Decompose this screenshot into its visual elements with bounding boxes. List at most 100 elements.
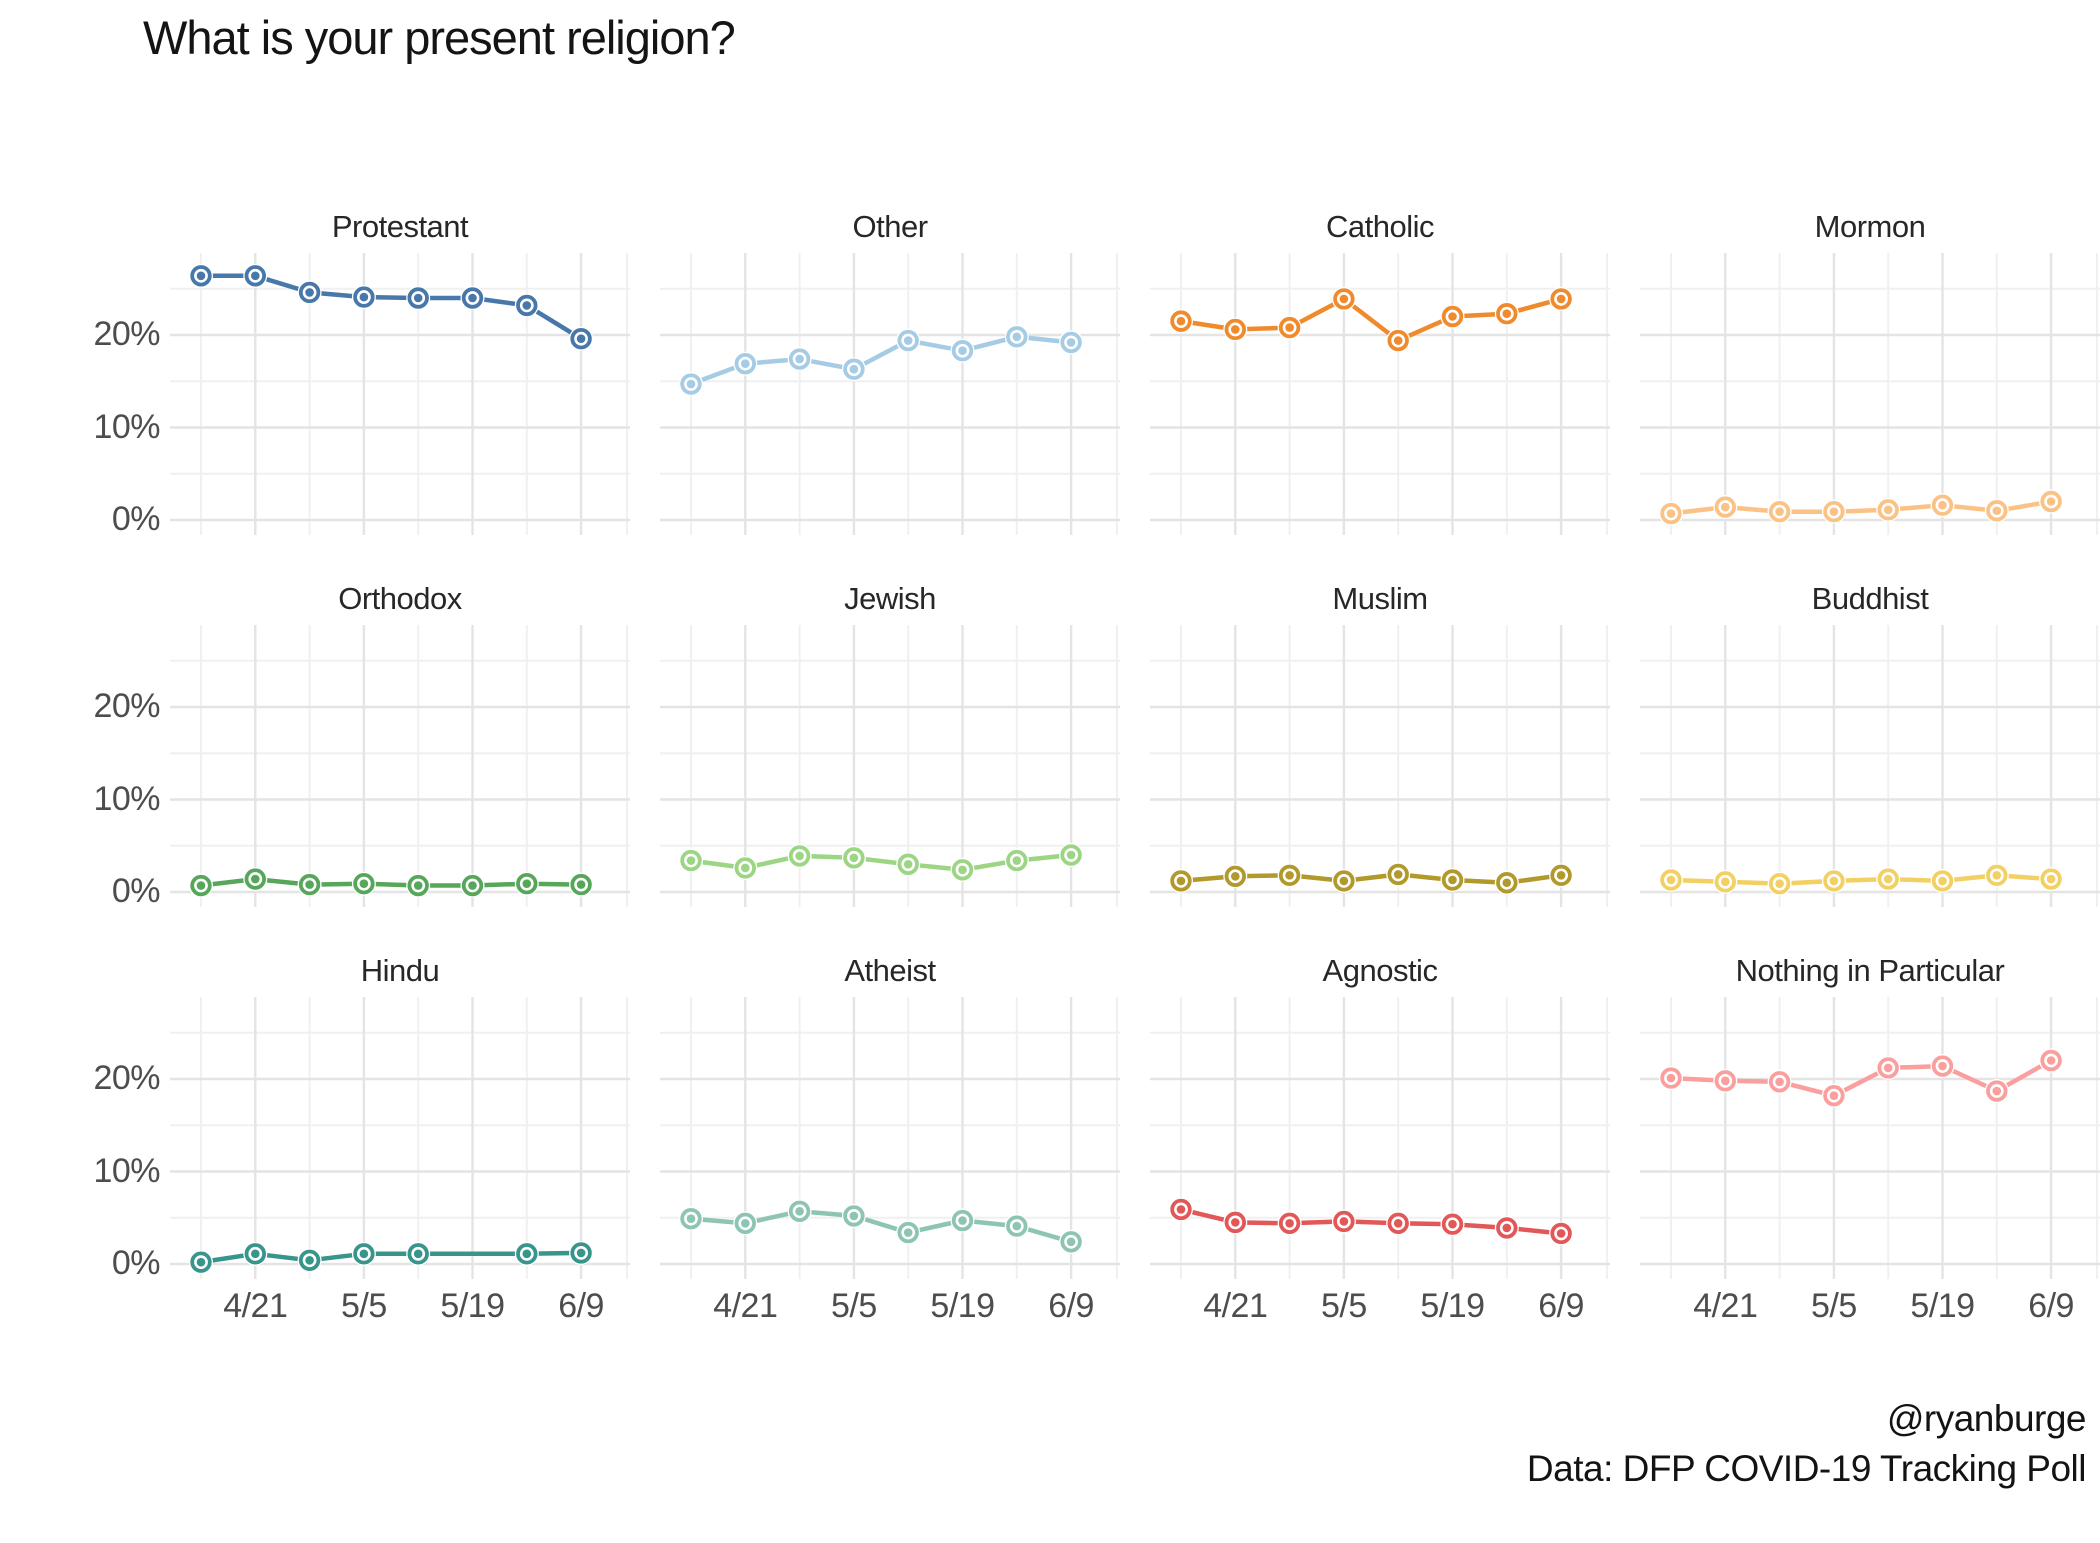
facet-plot-jewish xyxy=(660,625,1120,907)
data-point-marker xyxy=(1821,499,1846,524)
data-point-marker xyxy=(1277,1211,1302,1236)
data-point-marker xyxy=(569,1240,594,1265)
data-point-marker xyxy=(841,357,866,382)
data-point-marker xyxy=(1821,868,1846,893)
facet-title-jewish: Jewish xyxy=(844,581,936,616)
facet-panel-mormon: Mormon xyxy=(1640,209,2100,535)
data-point-marker xyxy=(787,843,812,868)
facet-panel-hindu: Hindu xyxy=(170,953,630,1279)
facet-panel-atheist: Atheist xyxy=(660,953,1120,1279)
data-point-marker xyxy=(1767,871,1792,896)
x-axis-tick-label: 5/19 xyxy=(1910,1287,1975,1325)
facet-panel-protestant: Protestant xyxy=(170,209,630,535)
data-point-marker xyxy=(189,263,213,288)
data-point-marker xyxy=(1713,495,1738,520)
x-axis-tick-label: 5/5 xyxy=(1321,1287,1367,1325)
y-axis-tick-label: 0% xyxy=(111,1244,161,1282)
data-point-marker xyxy=(733,351,758,376)
facet-title-nothing-in-particular: Nothing in Particular xyxy=(1735,953,2005,988)
facet-plot-mormon xyxy=(1640,253,2100,535)
x-axis-tick-label: 5/5 xyxy=(831,1287,877,1325)
data-point-marker xyxy=(1386,862,1411,887)
data-point-marker xyxy=(1169,868,1193,893)
facet-title-catholic: Catholic xyxy=(1326,209,1435,244)
data-point-marker xyxy=(733,1211,758,1236)
y-axis-tick-label: 20% xyxy=(93,1059,160,1097)
data-point-marker xyxy=(1876,497,1901,522)
facet-title-buddhist: Buddhist xyxy=(1811,581,1929,616)
x-axis-tick-label: 4/21 xyxy=(713,1287,778,1325)
facet-plot-agnostic xyxy=(1150,997,1610,1279)
x-axis-tick-label: 6/9 xyxy=(1048,1287,1094,1325)
data-point-marker xyxy=(460,286,485,310)
data-point-marker xyxy=(1331,1209,1356,1234)
facet-panel-jewish: Jewish xyxy=(660,581,1120,907)
data-point-marker xyxy=(2039,867,2064,892)
data-point-marker xyxy=(1930,493,1955,518)
data-point-marker xyxy=(1277,863,1302,888)
data-point-marker xyxy=(1223,1210,1248,1235)
data-point-marker xyxy=(243,867,268,892)
data-point-marker xyxy=(460,873,485,898)
data-point-marker xyxy=(1386,328,1411,353)
y-axis-tick-label: 0% xyxy=(111,500,161,538)
data-point-marker xyxy=(1440,304,1465,329)
facet-plot-atheist xyxy=(660,997,1120,1279)
data-point-marker xyxy=(243,1241,268,1266)
facet-title-mormon: Mormon xyxy=(1814,209,1926,244)
facet-title-hindu: Hindu xyxy=(360,953,440,988)
data-point-marker xyxy=(1277,315,1302,340)
data-point-marker xyxy=(1767,1069,1792,1094)
data-point-marker xyxy=(733,855,758,880)
data-point-marker xyxy=(1984,498,2009,523)
x-axis-tick-label: 6/9 xyxy=(558,1287,604,1325)
data-point-marker xyxy=(1169,1197,1193,1222)
data-point-marker xyxy=(1876,867,1901,892)
facet-panel-other: Other xyxy=(660,209,1120,535)
data-point-marker xyxy=(1004,848,1029,873)
x-axis-tick-label: 5/19 xyxy=(930,1287,995,1325)
data-point-marker xyxy=(406,1241,431,1266)
y-axis-tick-label: 0% xyxy=(111,872,161,910)
y-axis-tick-label: 20% xyxy=(93,315,160,353)
data-point-marker xyxy=(1821,1083,1846,1108)
x-axis-tick-label: 5/5 xyxy=(341,1287,387,1325)
x-axis-tick-label: 4/21 xyxy=(223,1287,288,1325)
data-point-marker xyxy=(2039,1048,2064,1073)
x-axis-tick-label: 5/19 xyxy=(1420,1287,1485,1325)
data-point-marker xyxy=(1549,1221,1574,1246)
data-point-marker xyxy=(950,1208,975,1233)
data-point-marker xyxy=(2039,489,2064,514)
data-point-marker xyxy=(406,286,431,310)
data-point-marker xyxy=(351,871,376,896)
data-point-marker xyxy=(1440,1212,1465,1237)
data-point-marker xyxy=(1059,843,1084,867)
data-point-marker xyxy=(1767,499,1792,524)
facet-plot-orthodox xyxy=(170,625,630,907)
facet-panel-catholic: Catholic xyxy=(1150,209,1610,535)
data-point-marker xyxy=(1930,1054,1955,1079)
y-axis-tick-label: 10% xyxy=(93,779,160,818)
data-point-marker xyxy=(787,1199,812,1224)
data-point-marker xyxy=(406,873,431,898)
data-point-marker xyxy=(1659,1066,1683,1091)
data-point-marker xyxy=(569,326,594,351)
data-point-marker xyxy=(1331,286,1356,311)
y-axis-tick-label: 10% xyxy=(93,1151,160,1190)
facet-plot-hindu xyxy=(170,997,630,1279)
data-point-marker xyxy=(297,1248,322,1273)
facet-title-muslim: Muslim xyxy=(1332,581,1428,616)
data-point-marker xyxy=(514,293,539,318)
facet-plot-nothing-in-particular xyxy=(1640,997,2100,1279)
data-point-marker xyxy=(1876,1055,1901,1080)
data-point-marker xyxy=(896,852,921,877)
data-point-marker xyxy=(1004,1214,1029,1239)
data-point-marker xyxy=(1984,1079,2009,1104)
facet-plot-muslim xyxy=(1150,625,1610,907)
facet-panel-buddhist: Buddhist xyxy=(1640,581,2100,907)
data-point-marker xyxy=(351,1241,376,1266)
data-point-marker xyxy=(679,1206,703,1231)
data-point-marker xyxy=(1440,867,1465,892)
data-point-marker xyxy=(1223,317,1248,342)
facet-title-atheist: Atheist xyxy=(844,953,936,988)
